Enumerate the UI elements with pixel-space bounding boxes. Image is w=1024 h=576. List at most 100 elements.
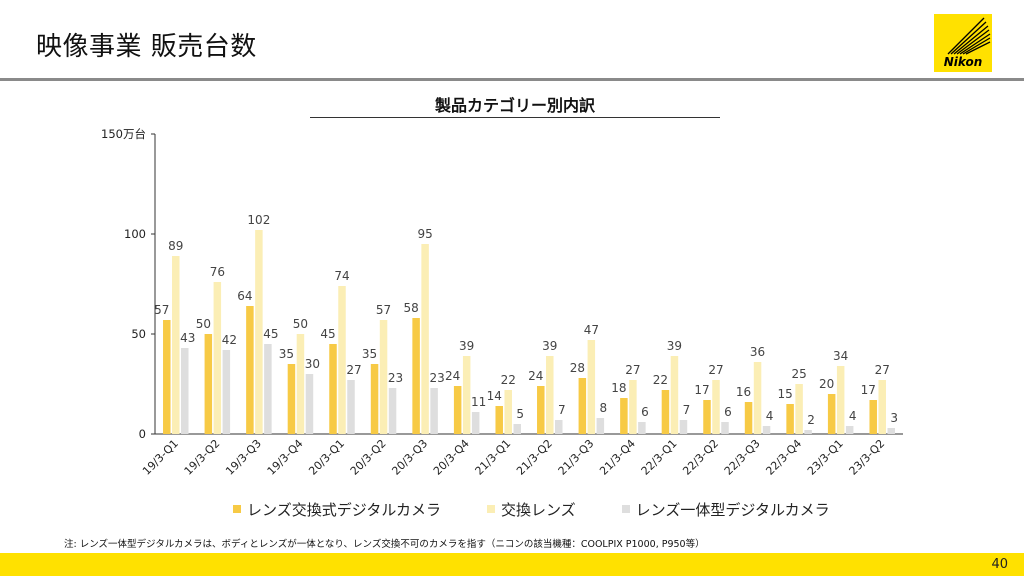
data-label: 27 <box>346 363 361 377</box>
bar <box>753 362 762 434</box>
footer-bar: 40 <box>0 553 1024 576</box>
bar <box>305 374 314 434</box>
data-label: 4 <box>766 409 774 423</box>
data-label: 20 <box>819 377 834 391</box>
legend-swatch-ilc <box>233 505 241 513</box>
bar <box>596 418 605 434</box>
legend-item-ilc: レンズ交換式デジタルカメラ <box>233 499 441 520</box>
bar <box>264 344 272 434</box>
bar <box>661 390 670 434</box>
bar <box>204 334 213 434</box>
bar <box>287 364 296 434</box>
data-label: 7 <box>683 403 691 417</box>
data-label: 14 <box>487 389 502 403</box>
x-tick-label: 23/3-Q1 <box>805 437 846 478</box>
data-label: 57 <box>154 303 169 317</box>
legend-label-compact: レンズ一体型デジタルカメラ <box>635 500 830 519</box>
x-tick-label: 21/3-Q1 <box>473 437 514 478</box>
bar <box>845 426 854 434</box>
bar <box>462 356 471 434</box>
x-tick-label: 21/3-Q3 <box>556 437 597 478</box>
x-tick-label: 20/3-Q2 <box>348 437 389 478</box>
data-label: 50 <box>196 317 211 331</box>
data-label: 6 <box>641 405 649 419</box>
bar <box>513 424 521 434</box>
y-tick-label: 150万台 <box>101 127 146 141</box>
bar <box>347 380 355 434</box>
data-label: 27 <box>708 363 723 377</box>
page-number: 40 <box>991 557 1008 572</box>
data-label: 8 <box>600 401 608 415</box>
bar <box>703 400 711 434</box>
bar <box>370 364 379 434</box>
data-label: 5 <box>516 407 524 421</box>
x-tick-label: 19/3-Q2 <box>182 437 223 478</box>
data-label: 30 <box>305 357 320 371</box>
chart-title: 製品カテゴリー別内訳 <box>434 96 595 115</box>
data-label: 16 <box>736 385 751 399</box>
x-tick-label: 19/3-Q3 <box>223 437 264 478</box>
bar-chart: 050100150万台57894319/3-Q150764219/3-Q2641… <box>101 127 903 478</box>
bar <box>255 230 263 434</box>
legend-label-lens: 交換レンズ <box>500 500 576 519</box>
x-tick-label: 23/3-Q2 <box>847 437 888 478</box>
y-tick-label: 50 <box>131 327 146 341</box>
bar <box>878 380 886 434</box>
data-label: 102 <box>247 213 270 227</box>
legend-item-lens: 交換レンズ <box>486 499 576 520</box>
bar <box>537 386 545 434</box>
bar <box>887 428 895 434</box>
bar <box>578 378 587 434</box>
bar <box>587 340 596 434</box>
legend-swatch-lens <box>486 505 495 513</box>
data-label: 89 <box>168 239 183 253</box>
bar <box>721 422 729 434</box>
data-label: 25 <box>791 367 806 381</box>
data-label: 64 <box>237 289 252 303</box>
data-label: 74 <box>334 269 349 283</box>
data-label: 28 <box>570 361 585 375</box>
bar <box>670 356 679 434</box>
data-label: 57 <box>376 303 391 317</box>
bar <box>296 334 305 434</box>
header-divider <box>0 78 1024 81</box>
x-tick-label: 20/3-Q4 <box>431 437 472 478</box>
legend-item-compact: レンズ一体型デジタルカメラ <box>621 499 830 520</box>
bar <box>246 306 254 434</box>
bar <box>338 286 346 434</box>
bar <box>679 420 688 434</box>
y-tick-label: 100 <box>124 227 146 241</box>
data-label: 3 <box>890 411 898 425</box>
data-label: 7 <box>558 403 566 417</box>
bar <box>172 256 180 434</box>
bar <box>869 400 877 434</box>
data-label: 42 <box>222 333 237 347</box>
bar <box>421 244 429 434</box>
x-tick-label: 22/3-Q3 <box>722 437 763 478</box>
data-label: 58 <box>403 301 418 315</box>
x-tick-label: 22/3-Q4 <box>763 437 804 478</box>
data-label: 4 <box>849 409 857 423</box>
bar <box>430 388 438 434</box>
data-label: 11 <box>471 395 486 409</box>
bar <box>804 430 812 434</box>
bar <box>744 402 753 434</box>
data-label: 2 <box>807 413 815 427</box>
bar <box>712 380 720 434</box>
data-label: 27 <box>875 363 890 377</box>
bar <box>388 388 397 434</box>
footnote: 注: レンズ一体型デジタルカメラは、ボディとレンズが一体となり、レンズ交換不可の… <box>64 539 705 550</box>
x-tick-label: 22/3-Q2 <box>680 437 721 478</box>
data-label: 23 <box>388 371 403 385</box>
data-label: 34 <box>833 349 848 363</box>
chart-legend: レンズ交換式デジタルカメラ 交換レンズ レンズ一体型デジタルカメラ <box>233 498 876 520</box>
bar <box>329 344 337 434</box>
data-label: 15 <box>777 387 792 401</box>
data-label: 50 <box>293 317 308 331</box>
data-label: 76 <box>210 265 225 279</box>
legend-label-ilc: レンズ交換式デジタルカメラ <box>247 500 441 519</box>
data-label: 35 <box>362 347 377 361</box>
data-label: 22 <box>653 373 668 387</box>
data-label: 17 <box>694 383 709 397</box>
bar <box>638 422 646 434</box>
